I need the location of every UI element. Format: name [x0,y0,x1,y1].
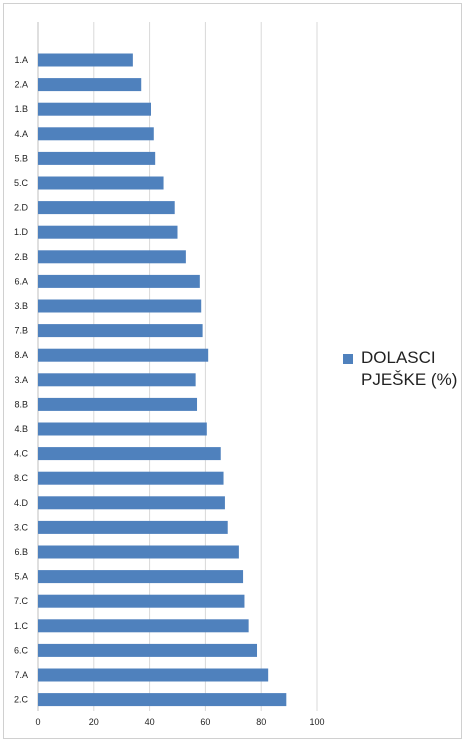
y-tick-label: 5.B [14,153,28,163]
x-tick-label: 40 [145,717,155,727]
y-tick-label: 6.C [14,645,29,655]
legend: DOLASCI PJEŠKE (%) [343,347,463,391]
bar-8.C [38,471,224,485]
bar-2.A [38,78,142,92]
y-tick-label: 2.D [14,203,29,213]
bar-1.B [38,102,151,116]
y-tick-label: 3.A [14,375,28,385]
bar-6.A [38,274,200,288]
bar-4.C [38,447,221,461]
y-tick-label: 5.A [14,572,28,582]
y-tick-label: 4.C [14,449,29,459]
y-tick-label: 1.A [14,55,28,65]
bar-3.B [38,299,202,313]
y-tick-label: 1.D [14,227,29,237]
bar-4.B [38,422,207,436]
bar-2.D [38,201,175,215]
y-tick-label: 3.C [14,522,29,532]
bar-7.A [38,668,269,682]
y-tick-label: 2.B [14,252,28,262]
x-tick-label: 0 [35,717,40,727]
y-tick-label: 3.B [14,301,28,311]
bar-8.B [38,397,198,411]
bar-1.D [38,225,178,239]
legend-item: DOLASCI PJEŠKE (%) [343,347,463,391]
y-tick-label: 7.A [14,670,28,680]
bar-1.A [38,53,133,67]
y-tick-label: 4.B [14,424,28,434]
bar-3.A [38,373,196,387]
legend-label: DOLASCI PJEŠKE (%) [361,348,458,389]
bar-5.A [38,570,244,584]
bar-2.B [38,250,186,264]
y-tick-label: 2.C [14,695,29,705]
y-tick-label: 2.A [14,80,28,90]
bar-7.C [38,594,245,608]
y-tick-label: 1.C [14,621,29,631]
y-tick-label: 6.B [14,547,28,557]
y-tick-label: 7.B [14,326,28,336]
x-tick-label: 60 [200,717,210,727]
bar-1.C [38,619,249,633]
bar-7.B [38,324,203,338]
y-tick-label: 7.C [14,596,29,606]
legend-swatch [343,354,353,364]
y-tick-label: 5.C [14,178,29,188]
x-tick-label: 20 [89,717,99,727]
y-tick-label: 1.B [14,104,28,114]
bar-3.C [38,520,228,534]
bar-6.C [38,643,258,657]
chart-frame [3,3,462,739]
bar-5.B [38,151,156,165]
x-tick-label: 100 [309,717,324,727]
bar-8.A [38,348,209,362]
y-tick-label: 8.C [14,473,29,483]
bar-5.C [38,176,164,190]
bar-4.A [38,127,154,141]
bar-6.B [38,545,239,559]
y-tick-label: 4.D [14,498,29,508]
y-tick-label: 8.B [14,399,28,409]
y-tick-label: 6.A [14,276,28,286]
y-tick-label: 8.A [14,350,28,360]
x-tick-label: 80 [256,717,266,727]
bar-4.D [38,496,225,510]
y-tick-label: 4.A [14,129,28,139]
bar-2.C [38,693,287,707]
